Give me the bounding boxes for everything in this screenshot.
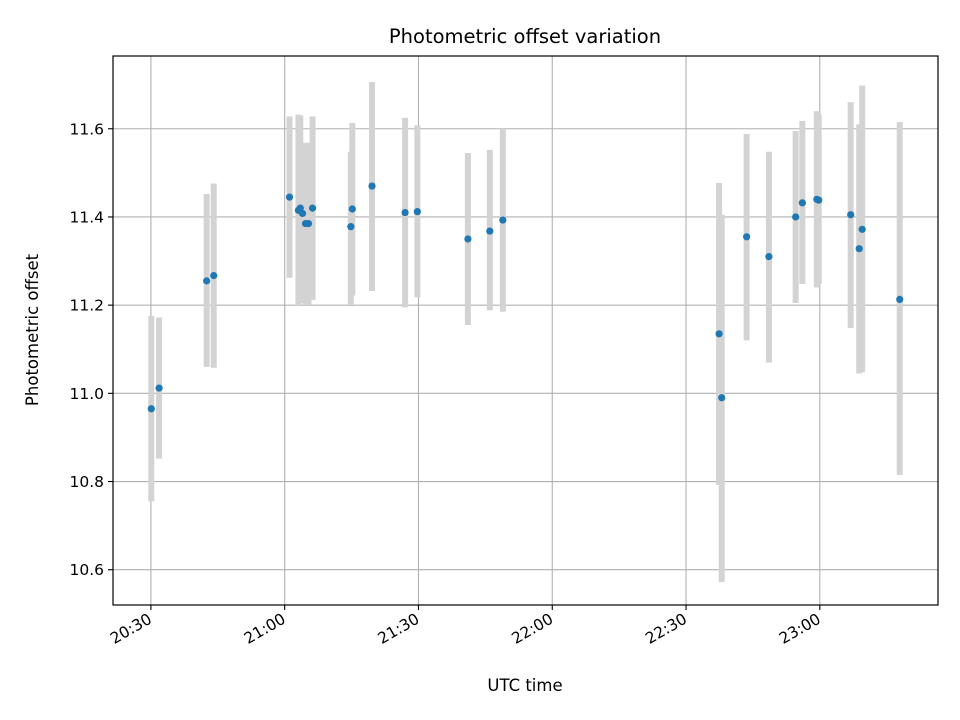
data-point <box>203 277 211 285</box>
data-point <box>855 245 863 253</box>
data-point <box>401 208 409 217</box>
data-point <box>743 233 751 241</box>
data-point <box>285 193 294 201</box>
y-tick-label: 10.8 <box>69 473 104 491</box>
y-tick-label: 11.2 <box>69 297 104 315</box>
data-point <box>765 253 773 261</box>
data-point <box>308 204 317 212</box>
y-axis-label: Photometric offset <box>23 253 42 406</box>
x-tick-label: 22:30 <box>642 610 690 648</box>
y-tick-label: 10.6 <box>69 561 104 579</box>
data-point <box>792 213 800 221</box>
data-point <box>368 182 376 190</box>
data-point <box>847 211 855 219</box>
chart-title: Photometric offset variation <box>389 25 661 48</box>
data-point <box>896 295 904 304</box>
data-point <box>155 384 163 392</box>
x-tick-label: 20:30 <box>107 610 155 648</box>
data-point <box>486 227 494 235</box>
y-tick-label: 11.4 <box>69 208 104 226</box>
x-tick-label: 22:00 <box>509 610 557 648</box>
data-point <box>347 223 355 231</box>
y-tick-label: 11.6 <box>69 120 104 138</box>
data-point <box>715 330 723 338</box>
data-point <box>304 219 313 228</box>
data-point <box>464 235 472 243</box>
y-axis-ticks: 10.6 10.8 11.0 11.2 11.4 11.6 <box>69 120 113 579</box>
x-tick-label: 21:00 <box>241 610 289 648</box>
y-tick-label: 11.0 <box>69 385 104 403</box>
data-point <box>815 196 823 204</box>
data-points <box>147 182 904 413</box>
data-point <box>147 405 155 413</box>
data-point <box>348 205 356 213</box>
data-point <box>718 394 726 402</box>
data-point <box>858 225 866 233</box>
data-point <box>210 272 218 280</box>
data-point <box>499 216 507 224</box>
data-point <box>298 209 307 218</box>
plot-frame <box>112 55 939 606</box>
x-tick-label: 23:00 <box>776 610 824 648</box>
data-point <box>413 208 421 216</box>
x-tick-label: 21:30 <box>375 610 423 648</box>
x-axis-ticks: 20:30 21:00 21:30 22:00 22:30 23:00 <box>107 605 824 648</box>
data-point <box>798 199 806 207</box>
error-bars <box>148 82 903 583</box>
x-axis-label: UTC time <box>487 676 562 695</box>
